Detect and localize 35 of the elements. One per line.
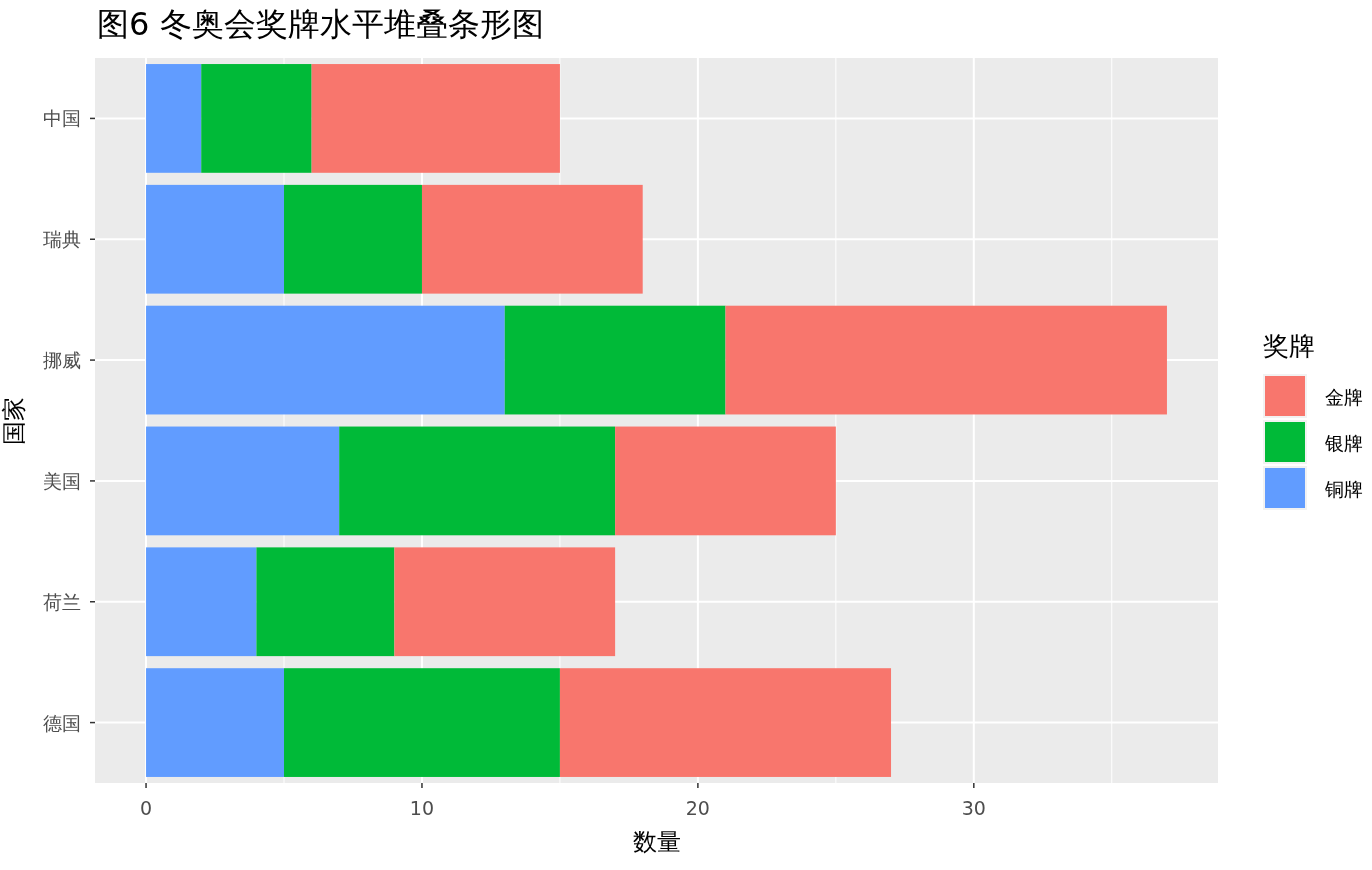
x-tick-label: 30 [961,797,986,819]
bar [339,426,616,536]
legend-label: 银牌 [1324,432,1363,454]
x-axis-title: 数量 [632,828,681,856]
x-tick-label: 0 [140,797,153,819]
bar [146,184,285,294]
y-tick-label: 瑞典 [43,228,81,251]
bar [284,668,560,777]
bar [256,547,395,657]
bar [284,184,422,294]
bar [146,668,285,777]
bar [201,64,312,173]
legend-title: 奖牌 [1263,331,1315,361]
legend-label: 铜牌 [1324,478,1363,500]
bar [146,547,257,657]
y-tick-label: 挪威 [43,349,81,372]
chart-title: 图6 冬奥会奖牌水平堆叠条形图 [97,5,544,43]
bar [146,305,505,415]
y-tick-label: 中国 [43,107,81,130]
bar [504,305,726,415]
y-axis-title: 国家 [0,396,28,445]
bar [146,426,340,536]
bar [311,64,560,173]
x-tick-label: 20 [685,797,710,819]
bar [615,426,836,536]
bar [394,547,616,657]
bar [146,64,202,173]
bar [559,668,892,777]
x-tick-label: 10 [409,797,435,819]
bar [421,184,643,294]
y-tick-label: 德国 [43,711,81,734]
legend-label: 金牌 [1325,386,1363,408]
y-tick-label: 美国 [43,469,81,492]
bar [725,305,1167,415]
y-tick-label: 荷兰 [43,590,81,613]
